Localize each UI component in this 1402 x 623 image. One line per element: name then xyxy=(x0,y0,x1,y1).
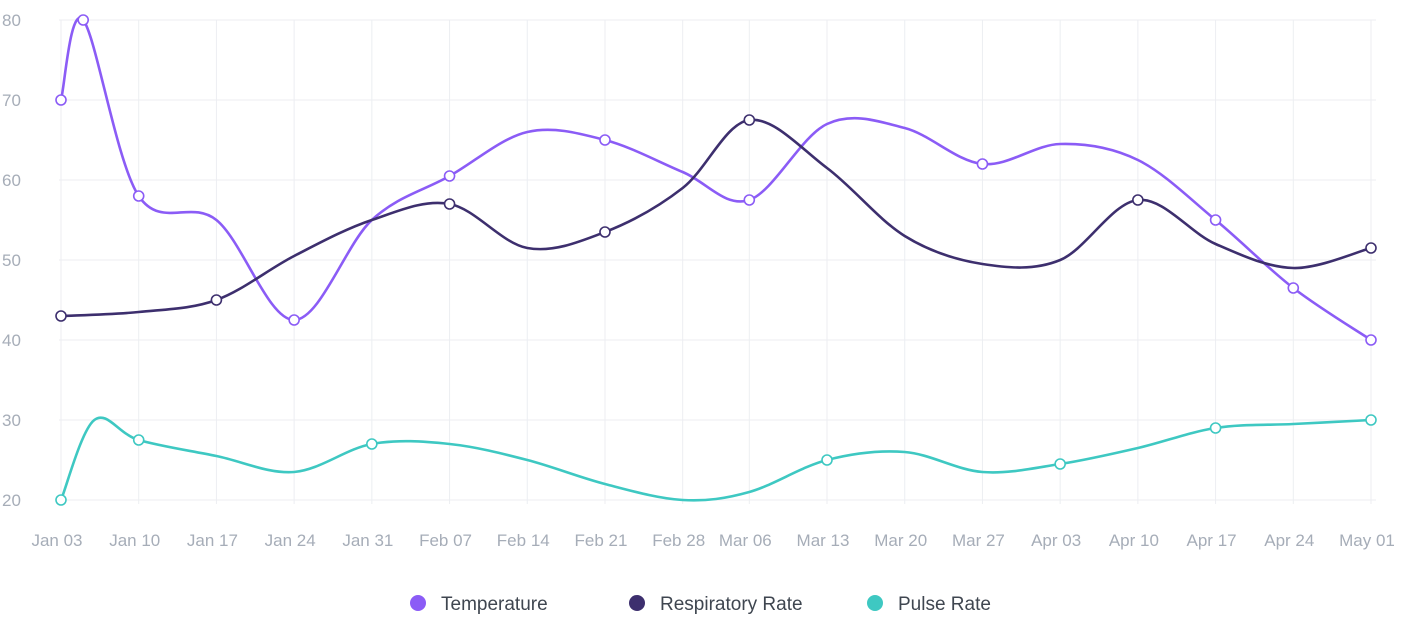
x-tick-label: Jan 17 xyxy=(187,531,238,550)
data-point-pulse-rate[interactable] xyxy=(1054,458,1066,470)
x-tick-label: Mar 13 xyxy=(797,531,850,550)
data-point-respiratory-rate[interactable] xyxy=(743,114,756,126)
x-tick-label: Apr 17 xyxy=(1187,531,1237,550)
legend-item-temperature[interactable]: Temperature xyxy=(410,594,548,615)
data-point-respiratory-rate[interactable] xyxy=(1132,194,1144,206)
legend-label: Respiratory Rate xyxy=(660,594,803,615)
data-point-pulse-rate[interactable] xyxy=(1209,422,1222,434)
y-tick-label: 70 xyxy=(2,91,21,110)
x-tick-label: Jan 24 xyxy=(265,531,316,550)
data-point-pulse-rate[interactable] xyxy=(821,454,833,466)
grid xyxy=(59,19,1376,504)
x-tick-label: Feb 28 xyxy=(652,531,705,550)
y-tick-label: 50 xyxy=(2,251,21,270)
legend-label: Temperature xyxy=(441,594,548,615)
data-point-temperature[interactable] xyxy=(288,314,300,326)
data-point-temperature[interactable] xyxy=(1209,214,1222,226)
markers xyxy=(55,14,1377,506)
data-point-respiratory-rate[interactable] xyxy=(55,310,67,322)
series-line-respiratory-rate xyxy=(59,118,1373,318)
x-tick-label: Mar 20 xyxy=(874,531,927,550)
x-tick-label: May 01 xyxy=(1339,531,1395,550)
y-tick-label: 60 xyxy=(2,171,21,190)
legend-dot-icon xyxy=(867,595,883,611)
x-tick-label: Jan 03 xyxy=(31,531,82,550)
data-point-pulse-rate[interactable] xyxy=(55,494,67,506)
legend-item-pulse-rate[interactable]: Pulse Rate xyxy=(867,594,991,615)
x-tick-label: Feb 07 xyxy=(419,531,472,550)
x-tick-label: Mar 06 xyxy=(719,531,772,550)
data-point-pulse-rate[interactable] xyxy=(132,434,145,446)
data-point-respiratory-rate[interactable] xyxy=(210,294,223,306)
x-tick-label: Jan 31 xyxy=(342,531,393,550)
x-tick-label: Feb 21 xyxy=(575,531,628,550)
x-tick-label: Mar 27 xyxy=(952,531,1005,550)
y-tick-label: 20 xyxy=(2,491,21,510)
x-tick-label: Feb 14 xyxy=(497,531,550,550)
x-tick-label: Apr 10 xyxy=(1109,531,1159,550)
data-point-pulse-rate[interactable] xyxy=(1365,414,1377,426)
data-point-temperature[interactable] xyxy=(976,158,989,170)
y-tick-label: 40 xyxy=(2,331,21,350)
data-point-temperature[interactable] xyxy=(77,14,90,26)
legend-dot-icon xyxy=(629,595,645,611)
data-point-temperature[interactable] xyxy=(743,194,756,206)
series-line-temperature xyxy=(59,16,1373,342)
data-point-temperature[interactable] xyxy=(443,170,456,182)
legend-dot-icon xyxy=(410,595,426,611)
data-point-temperature[interactable] xyxy=(1287,282,1300,294)
data-point-temperature[interactable] xyxy=(55,94,67,106)
data-point-temperature[interactable] xyxy=(132,190,145,202)
x-tick-label: Apr 24 xyxy=(1264,531,1314,550)
legend: Temperature Respiratory Rate Pulse Rate xyxy=(410,594,991,615)
data-point-respiratory-rate[interactable] xyxy=(443,198,456,210)
data-point-pulse-rate[interactable] xyxy=(366,438,378,450)
y-tick-label: 30 xyxy=(2,411,21,430)
series xyxy=(59,16,1373,502)
series-line-pulse-rate xyxy=(59,416,1373,502)
x-tick-label: Jan 10 xyxy=(109,531,160,550)
y-tick-label: 80 xyxy=(2,11,21,30)
data-point-temperature[interactable] xyxy=(599,134,611,146)
data-point-temperature[interactable] xyxy=(1365,334,1377,346)
legend-label: Pulse Rate xyxy=(898,594,991,615)
legend-item-respiratory-rate[interactable]: Respiratory Rate xyxy=(629,594,803,615)
data-point-respiratory-rate[interactable] xyxy=(1365,242,1377,254)
x-tick-label: Apr 03 xyxy=(1031,531,1081,550)
axes: 20 30 40 50 60 70 80 Jan 03 Jan 10 Jan 17 Jan 24 Ja… xyxy=(2,11,1395,550)
data-point-respiratory-rate[interactable] xyxy=(599,226,611,238)
